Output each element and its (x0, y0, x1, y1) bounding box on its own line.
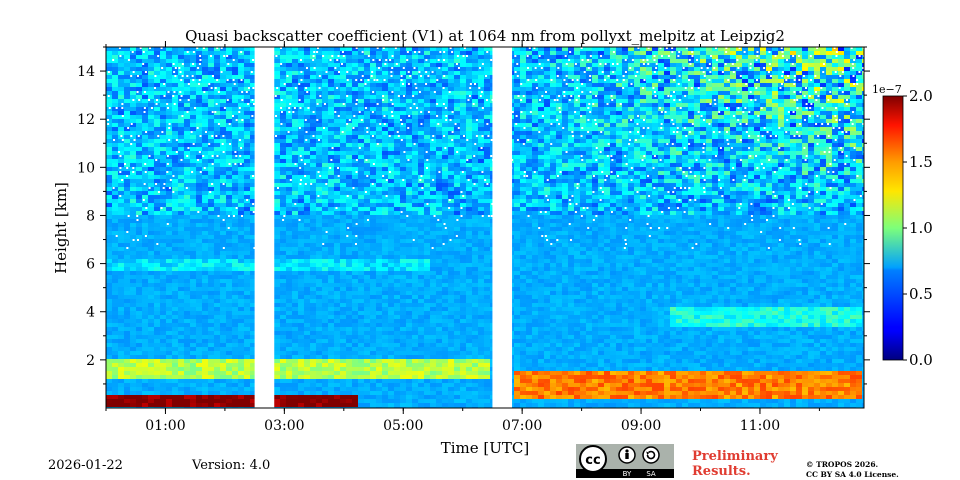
data-gap-1 (254, 47, 275, 408)
x-tick-label: 09:00 (621, 418, 661, 434)
chart-title: Quasi backscatter coefficient (V1) at 10… (185, 27, 785, 45)
date-label: 2026-01-22 (48, 458, 123, 473)
x-tick-label: 07:00 (502, 418, 542, 434)
preliminary-results-label: Preliminary Results. (692, 449, 778, 479)
by-label: BY (623, 470, 632, 478)
y-tick-label: 10 (77, 160, 95, 176)
cc-license-badge: cc BY SA (576, 444, 674, 478)
colorbar-tick-label: 2.0 (909, 87, 933, 105)
data-gaps (254, 47, 513, 408)
cc-icon-label: cc (585, 453, 600, 468)
x-tick-label: 01:00 (145, 418, 185, 434)
colorbar-tick-label: 0.5 (909, 285, 933, 303)
colorbar-ticks: 0.0 0.5 1.0 1.5 2.0 (903, 87, 933, 369)
x-tick-label: 11:00 (740, 418, 780, 434)
colorbar (882, 95, 904, 361)
y-tick-label: 12 (77, 112, 95, 128)
copyright-line-1: © TROPOS 2026. (806, 460, 879, 469)
x-axis: 01:00 03:00 05:00 07:00 09:00 11:00 (105, 41, 820, 434)
y-tick-label: 8 (86, 208, 95, 224)
copyright-line-2: CC BY SA 4.0 License. (806, 470, 899, 479)
colorbar-tick-label: 0.0 (909, 351, 933, 369)
colorbar-exponent: 1e−7 (872, 83, 902, 96)
plot-frame (105, 46, 865, 409)
y-tick-label: 6 (86, 257, 95, 273)
y-tick-label: 4 (86, 305, 95, 321)
sa-label: SA (646, 470, 656, 478)
colorbar-tick-label: 1.5 (909, 153, 933, 171)
y-tick-label: 2 (86, 353, 95, 369)
copyright-notice: © TROPOS 2026. CC BY SA 4.0 License. (806, 460, 936, 480)
y-axis: 2 4 6 8 10 12 14 (77, 46, 870, 385)
cc-icon (579, 445, 607, 473)
heatmap-area (106, 47, 864, 408)
version-label: Version: 4.0 (192, 458, 271, 473)
y-tick-label: 14 (77, 64, 95, 80)
x-tick-label: 03:00 (264, 418, 304, 434)
y-axis-label: Height [km] (52, 182, 70, 274)
x-tick-label: 05:00 (383, 418, 423, 434)
data-gap-2 (492, 47, 513, 408)
share-alike-icon (642, 446, 660, 464)
x-axis-label: Time [UTC] (441, 439, 530, 457)
colorbar-tick-label: 1.0 (909, 219, 933, 237)
